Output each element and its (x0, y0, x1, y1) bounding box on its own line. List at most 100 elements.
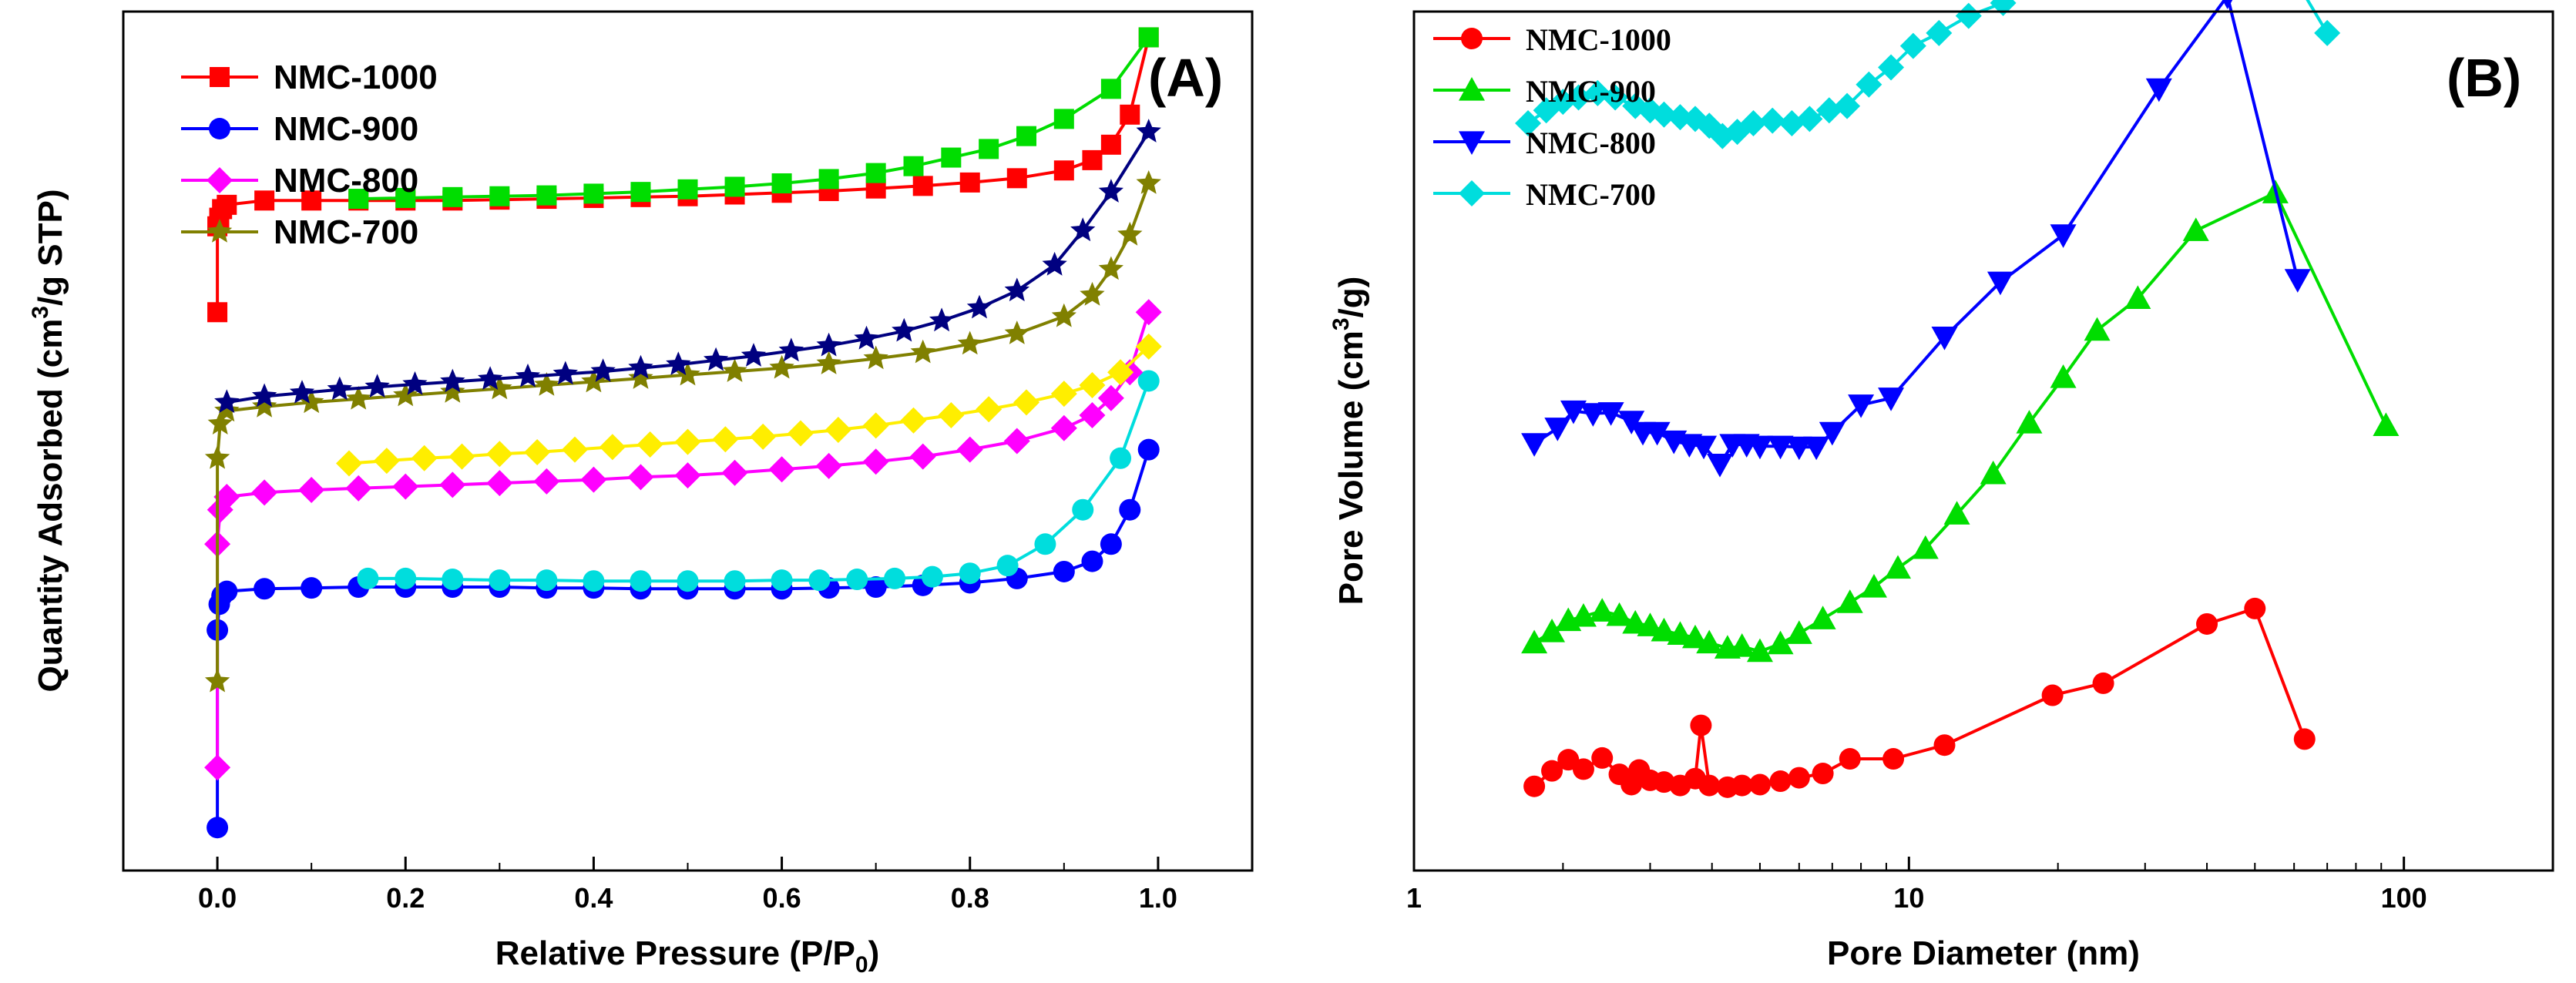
data-point (956, 436, 983, 463)
data-point (1107, 359, 1134, 386)
data-point (1943, 501, 1970, 525)
panel-a-y-axis-title: Quantity Adsorbed (cm3/g STP) (28, 189, 69, 692)
data-point (1135, 299, 1162, 326)
data-point (1580, 403, 1607, 427)
data-point (1004, 277, 1029, 302)
panel-b-ticks: 1 10 100 (1406, 857, 2554, 914)
data-point (217, 194, 237, 215)
data-point (1769, 770, 1792, 793)
legend-label: NMC-800 (274, 162, 418, 200)
panel-b-y-axis-title: Pore Volume (cm3/g) (1328, 277, 1370, 606)
data-point (216, 580, 238, 602)
data-point (252, 393, 277, 418)
data-point (1834, 92, 1861, 119)
data-point (903, 156, 924, 176)
data-point (677, 179, 698, 200)
data-point (1523, 775, 1546, 797)
data-point (1690, 714, 1712, 736)
data-point (486, 470, 513, 497)
data-point (862, 448, 889, 475)
data-point (1644, 421, 1671, 446)
data-point (1117, 221, 1143, 246)
legend-item-nmc-1000: NMC-1000 (1433, 22, 1671, 57)
series-nmc-900 (1521, 179, 2400, 663)
data-point (769, 354, 794, 379)
data-point (2284, 269, 2311, 293)
panel-b-pore-distribution: 1 10 100 (B) NMC-1000 NMC-900 NMC-800 NMC-700… (1328, 0, 2554, 972)
data-point (1135, 333, 1162, 360)
data-point (1667, 104, 1694, 131)
series-line (216, 449, 1150, 828)
legend-label: NMC-700 (1526, 177, 1656, 212)
panel-a-x-axis-title-sub: 0 (855, 952, 868, 978)
data-point (1860, 574, 1887, 598)
data-point (1004, 320, 1029, 344)
data-point (1812, 763, 1834, 785)
panel-a-ticks: 0.0 0.2 0.4 0.6 0.8 1.0 (198, 857, 1177, 914)
legend-label: NMC-700 (274, 213, 418, 251)
data-point (816, 332, 841, 357)
data-point (204, 668, 230, 693)
data-point (1912, 535, 1939, 559)
data-point (1051, 303, 1076, 327)
data-point (1597, 402, 1624, 426)
data-point (533, 468, 560, 495)
series-nmc-700-desorption (214, 119, 1161, 414)
data-point (768, 456, 795, 483)
data-point (207, 411, 233, 434)
data-point (957, 330, 982, 355)
data-point (1796, 106, 1823, 133)
panel-a-x-axis-title: Relative Pressure (P/P0) (495, 934, 879, 978)
data-point (1653, 771, 1675, 793)
data-point (289, 380, 315, 404)
data-point (298, 477, 325, 504)
x-tick-label: 0.4 (574, 882, 613, 914)
data-point (959, 172, 980, 193)
data-point (364, 374, 390, 398)
data-point (704, 347, 729, 371)
data-point (1120, 104, 1140, 125)
data-point (630, 182, 651, 203)
data-point (2182, 217, 2209, 241)
data-point (1110, 447, 1132, 469)
data-point (486, 441, 513, 468)
data-point (395, 187, 416, 208)
data-point (1987, 271, 2013, 296)
data-point (442, 569, 464, 591)
data-point (2373, 412, 2400, 437)
data-point (346, 385, 371, 410)
legend-item-nmc-900: NMC-900 (1433, 74, 1656, 109)
data-point (1980, 460, 2007, 485)
data-point (254, 578, 276, 600)
data-point (1848, 394, 1875, 418)
data-point (348, 189, 369, 210)
data-point (1815, 97, 1842, 124)
data-point (439, 471, 466, 498)
data-point (2314, 19, 2341, 46)
legend-item-nmc-800: NMC-800 (181, 162, 418, 200)
data-point (778, 337, 804, 362)
data-point (1138, 27, 1159, 48)
data-point (741, 343, 767, 367)
legend-label: NMC-800 (1526, 126, 1656, 160)
data-point (204, 445, 230, 469)
panel-a-x-axis-title-tail: ) (868, 934, 880, 972)
data-point (1589, 598, 1616, 622)
data-point (677, 570, 699, 592)
data-point (1882, 748, 1905, 770)
data-point (254, 190, 275, 211)
data-point (402, 371, 428, 395)
data-point (515, 363, 541, 387)
data-point (562, 436, 588, 463)
data-point (393, 382, 418, 407)
data-point (1080, 281, 1105, 306)
panel-a-y-axis-title-tail: /g STP) (32, 189, 69, 306)
data-point (2041, 684, 2064, 706)
data-point (1006, 168, 1027, 189)
data-point (816, 351, 841, 374)
x-tick-label: 0.6 (763, 882, 801, 914)
panel-b-y-axis-title-sup: 3 (1328, 317, 1354, 330)
data-point (865, 163, 886, 183)
data-point (976, 396, 1003, 423)
